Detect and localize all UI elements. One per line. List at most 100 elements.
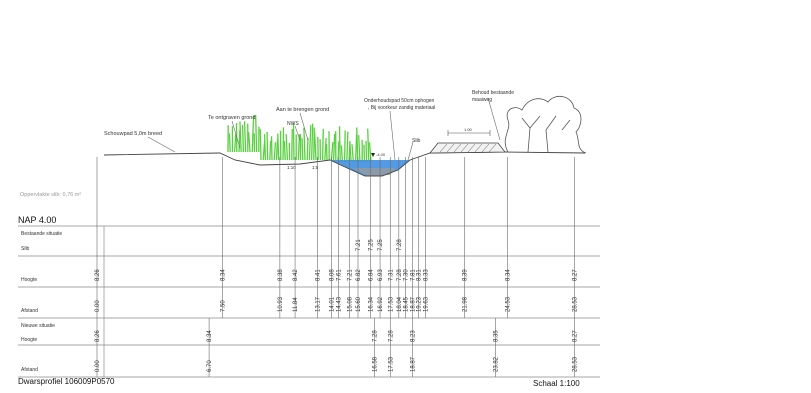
existing-hoogte-value: 8.31 — [417, 269, 423, 281]
new-hoogte-value: 7.28 — [388, 330, 394, 342]
existing-hoogte-value: 6.84 — [368, 269, 374, 281]
tree-sketch — [504, 95, 587, 154]
water-level-marker — [371, 153, 375, 157]
existing-hoogte-value: 7.31 — [388, 269, 394, 281]
vegetation-blade — [239, 121, 242, 153]
scale-label: Schaal 1:100 — [533, 379, 580, 388]
vegetation-blade — [269, 140, 272, 161]
profile-sketch: Schouwpad 5,0m breed Te ontgraven grond … — [20, 90, 587, 198]
new-hoogte-value: 8.27 — [572, 330, 578, 342]
existing-hoogte-value: 7.30 — [404, 269, 410, 281]
profile-table: NAP 4.00 Bestaande situatie Slib Hoogte … — [18, 157, 600, 378]
existing-afstand-value: 14.43 — [336, 296, 342, 312]
aan-te-brengen-label: Aan te brengen grond — [276, 107, 329, 113]
existing-afstand-value: 17.53 — [388, 296, 394, 312]
existing-afstand-value: 19.63 — [423, 296, 429, 312]
nap-label: NAP 4.00 — [18, 215, 56, 225]
existing-afstand-value: 13.17 — [315, 296, 321, 312]
existing-hoogte-value: 6.82 — [356, 269, 362, 281]
vegetation-blade — [248, 132, 251, 153]
existing-hoogte-value: 7.61 — [336, 269, 342, 281]
vegetation-blade — [358, 135, 361, 163]
sludge-layer — [352, 168, 396, 176]
nws-label: NWS — [287, 121, 299, 127]
vegetation — [227, 114, 372, 163]
onderhoudspad-label: Onderhoudspad 50cm ophogen, Bij voorkeur… — [364, 98, 435, 111]
vegetation-blade — [356, 127, 359, 163]
profile-id: Dwarsprofiel 106009P0570 — [18, 377, 115, 386]
existing-hoogte-value: 8.39 — [463, 269, 469, 281]
behoud-label: Behoud bestaande maaiweg — [472, 90, 514, 103]
existing-values: 8.26 0.00 8.34 7.50 8.38 10.93 8.42 11.84 8.41 13… — [95, 239, 578, 312]
new-afstand-value: 17.53 — [388, 356, 394, 372]
vegetation-blade — [349, 142, 352, 163]
vegetation-blade — [340, 145, 344, 163]
existing-afstand-value: 19.23 — [417, 296, 423, 312]
vegetation-blade — [285, 134, 289, 161]
vegetation-blade — [367, 128, 370, 163]
vegetation-blade — [241, 125, 245, 153]
existing-afstand-value: 16.34 — [368, 296, 374, 312]
existing-afstand-value: 18.45 — [404, 296, 410, 312]
new-afstand-value: 0.00 — [95, 360, 101, 372]
new-afstand-value: 6.70 — [207, 360, 213, 372]
vegetation-blade — [266, 131, 269, 161]
vegetation-blade — [228, 133, 231, 153]
vegetation-blade — [277, 133, 280, 161]
existing-slib-value: 7.25 — [378, 239, 384, 251]
oppervlakte-label: Oppervlakte slib: 0.76 m² — [20, 192, 81, 198]
existing-hoogte-value: 8.27 — [572, 269, 578, 281]
existing-hoogte-value: 7.28 — [397, 269, 403, 281]
vegetation-blade — [233, 134, 237, 153]
new-afstand-value: 18.87 — [411, 356, 417, 372]
slope-label-2: 1:5 — [312, 165, 319, 170]
row-label-afstand-nieuw: Afstand — [21, 367, 38, 373]
vegetation-blade — [303, 127, 306, 161]
existing-hoogte-value: 8.42 — [293, 269, 299, 281]
existing-hoogte-value: 8.34 — [505, 269, 511, 281]
onderhoudspad-mound — [429, 130, 506, 154]
vegetation-blade — [238, 129, 241, 153]
vegetation-blade — [338, 126, 341, 163]
row-label-bestaande: Bestaande situatie — [21, 231, 62, 237]
vegetation-blade — [310, 123, 314, 161]
vegetation-blade — [283, 140, 286, 161]
ground-line — [103, 151, 586, 177]
existing-afstand-value: 21.98 — [463, 296, 469, 312]
vegetation-blade — [275, 138, 279, 161]
existing-slib-value: 7.28 — [397, 239, 403, 251]
vegetation-blade — [346, 131, 349, 163]
vegetation-blade — [273, 142, 277, 161]
new-hoogte-value: 8.26 — [95, 330, 101, 342]
existing-afstand-value: 16.92 — [378, 296, 384, 312]
new-hoogte-value: 7.28 — [372, 330, 378, 342]
existing-afstand-value: 18.87 — [411, 296, 417, 312]
new-afstand-value: 23.82 — [494, 356, 500, 372]
existing-slib-value: 7.25 — [368, 239, 374, 251]
vegetation-blade — [368, 142, 372, 163]
vegetation-blade — [292, 122, 295, 161]
existing-hoogte-value: 7.21 — [347, 269, 353, 281]
vegetation-blade — [351, 144, 355, 163]
row-label-slib: Slib — [21, 246, 30, 252]
new-hoogte-value: 8.34 — [207, 330, 213, 342]
existing-hoogte-value: 7.81 — [411, 269, 417, 281]
vegetation-blade — [243, 121, 247, 153]
vegetation-blade — [354, 134, 358, 163]
vegetation-blade — [251, 115, 255, 153]
existing-afstand-value: 10.93 — [278, 296, 284, 312]
vegetation-blade — [308, 125, 312, 161]
vegetation-blade — [337, 141, 340, 161]
existing-afstand-value: 11.84 — [293, 297, 299, 312]
vegetation-blade — [321, 128, 324, 161]
existing-hoogte-value: 8.08 — [329, 269, 335, 281]
existing-hoogte-value: 8.41 — [315, 269, 321, 281]
existing-afstand-value: 18.04 — [397, 296, 403, 312]
row-label-afstand: Afstand — [21, 308, 38, 314]
existing-afstand-value: 15.60 — [356, 296, 362, 312]
new-hoogte-value: 8.35 — [494, 330, 500, 342]
vegetation-blade — [343, 130, 346, 163]
existing-afstand-value: 24.53 — [505, 296, 511, 312]
existing-afstand-value: 7.50 — [220, 300, 226, 312]
